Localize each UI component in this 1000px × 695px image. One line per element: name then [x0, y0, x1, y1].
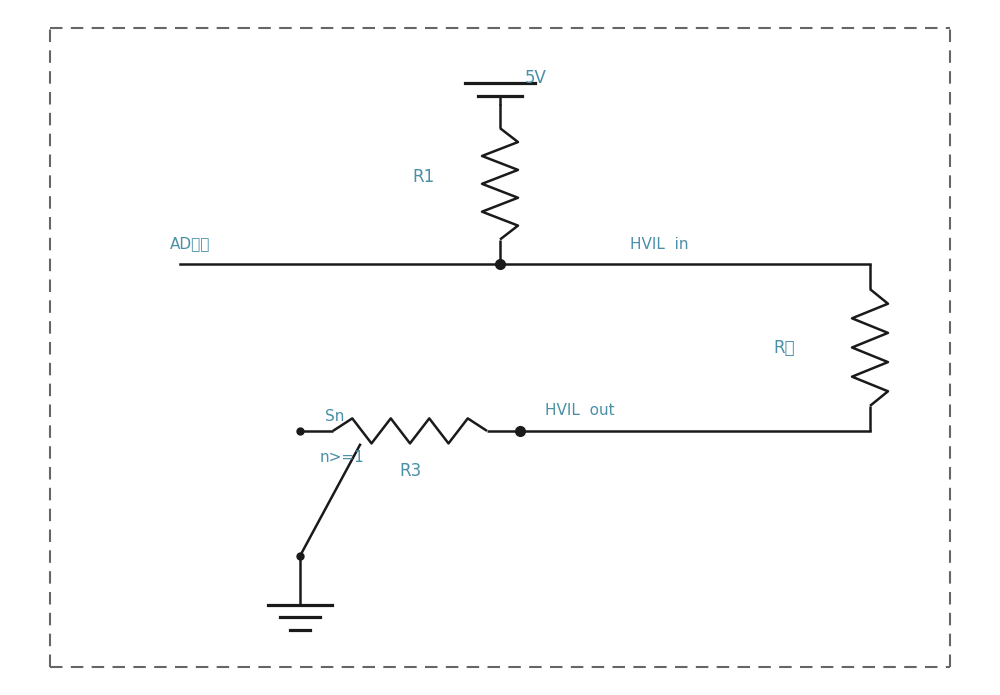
Text: HVIL  out: HVIL out — [545, 403, 615, 418]
Text: Sn: Sn — [325, 409, 344, 424]
Text: AD采集: AD采集 — [170, 236, 210, 252]
Text: HVIL  in: HVIL in — [630, 236, 688, 252]
Text: R1: R1 — [413, 168, 435, 186]
Text: R开: R开 — [773, 338, 795, 357]
Text: R3: R3 — [399, 462, 421, 480]
Text: n>=1: n>=1 — [320, 450, 365, 466]
Text: 5V: 5V — [525, 69, 547, 87]
